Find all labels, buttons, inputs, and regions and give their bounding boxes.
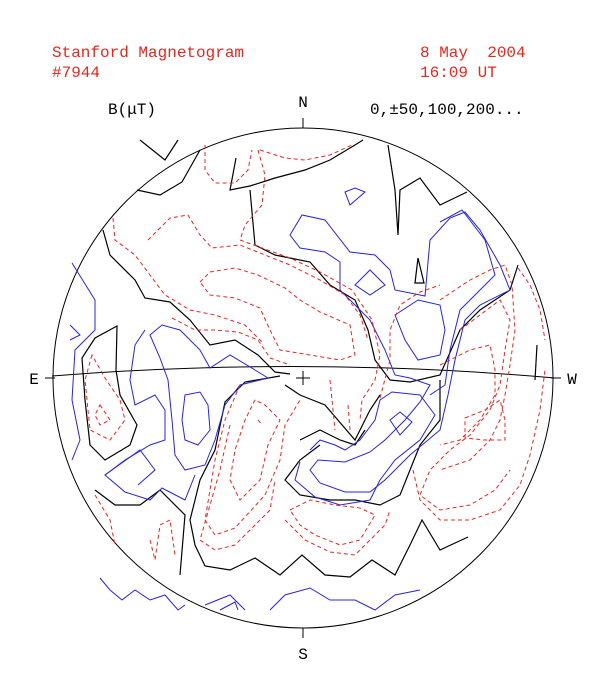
date: 8 May 2004 bbox=[420, 44, 526, 62]
north-label: N bbox=[298, 94, 308, 112]
time: 16:09 UT bbox=[420, 64, 497, 82]
west-label: W bbox=[567, 371, 577, 389]
disk bbox=[45, 118, 561, 638]
contours-blue bbox=[69, 187, 511, 611]
contours-black bbox=[81, 139, 538, 578]
unit-label: B(μT) bbox=[108, 101, 156, 119]
south-label: S bbox=[298, 646, 308, 664]
east-label: E bbox=[29, 371, 39, 389]
contour-levels: 0,±50,100,200... bbox=[370, 101, 524, 119]
contours-red bbox=[84, 144, 546, 561]
record-id: #7944 bbox=[52, 64, 100, 82]
title: Stanford Magnetogram bbox=[52, 44, 244, 62]
